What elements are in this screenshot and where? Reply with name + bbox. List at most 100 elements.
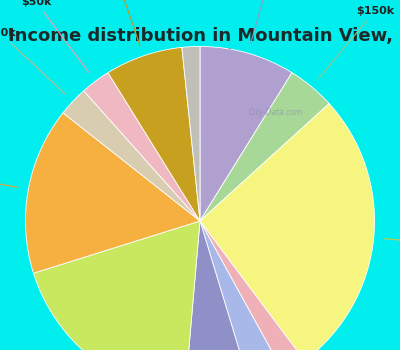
Bar: [81, 241, 319, 243]
Bar: [81, 148, 319, 150]
Bar: [81, 279, 319, 281]
Bar: [81, 122, 319, 124]
Bar: [81, 219, 319, 222]
Text: $30k: $30k: [0, 166, 18, 187]
Bar: [81, 238, 319, 241]
Bar: [81, 110, 319, 112]
Bar: [81, 272, 319, 274]
Bar: [81, 98, 319, 100]
Bar: [81, 131, 319, 134]
Wedge shape: [34, 221, 200, 350]
Bar: [81, 307, 319, 310]
Bar: [81, 303, 319, 305]
Bar: [81, 288, 319, 291]
Bar: [81, 115, 319, 117]
Bar: [81, 127, 319, 129]
Bar: [81, 119, 319, 122]
Bar: [81, 215, 319, 217]
Bar: [81, 176, 319, 179]
Bar: [81, 184, 319, 186]
Bar: [81, 262, 319, 265]
Bar: [81, 274, 319, 276]
Wedge shape: [185, 221, 251, 350]
Text: City-Data.com: City-Data.com: [249, 107, 303, 117]
Bar: [81, 169, 319, 172]
Bar: [81, 234, 319, 236]
Bar: [81, 217, 319, 219]
Bar: [81, 181, 319, 184]
Bar: [81, 255, 319, 258]
Bar: [81, 179, 319, 181]
Bar: [81, 107, 319, 110]
Bar: [81, 100, 319, 103]
Bar: [81, 331, 319, 334]
Bar: [81, 134, 319, 136]
Bar: [81, 139, 319, 141]
Bar: [81, 210, 319, 212]
Bar: [81, 203, 319, 205]
Text: $20k: $20k: [384, 239, 400, 252]
Wedge shape: [200, 47, 292, 221]
Bar: [81, 236, 319, 238]
Bar: [81, 310, 319, 312]
Text: $50k: $50k: [21, 0, 89, 72]
Wedge shape: [26, 113, 200, 273]
Text: $125k: $125k: [92, 0, 140, 46]
Bar: [81, 112, 319, 115]
Bar: [81, 205, 319, 208]
Wedge shape: [182, 47, 200, 221]
Bar: [81, 164, 319, 167]
Bar: [81, 172, 319, 174]
Wedge shape: [108, 47, 200, 221]
Bar: [81, 103, 319, 105]
Bar: [81, 191, 319, 193]
Bar: [81, 150, 319, 153]
Bar: [81, 312, 319, 315]
Bar: [81, 158, 319, 160]
Bar: [81, 188, 319, 191]
Bar: [81, 317, 319, 319]
Bar: [81, 265, 319, 267]
Wedge shape: [200, 104, 374, 350]
Bar: [81, 224, 319, 226]
Bar: [81, 270, 319, 272]
Bar: [81, 143, 319, 146]
Bar: [81, 300, 319, 303]
Bar: [81, 315, 319, 317]
Bar: [81, 291, 319, 293]
Bar: [81, 329, 319, 331]
Bar: [81, 253, 319, 255]
Bar: [81, 295, 319, 298]
Bar: [81, 200, 319, 203]
Bar: [81, 243, 319, 246]
Bar: [81, 327, 319, 329]
Bar: [81, 198, 319, 200]
Wedge shape: [84, 73, 200, 221]
Bar: [81, 105, 319, 107]
Wedge shape: [200, 73, 329, 221]
Wedge shape: [200, 221, 304, 350]
Bar: [81, 196, 319, 198]
Bar: [81, 248, 319, 250]
Bar: [81, 324, 319, 327]
Bar: [81, 284, 319, 286]
Bar: [81, 208, 319, 210]
Bar: [81, 162, 319, 164]
Bar: [81, 281, 319, 284]
Bar: [81, 250, 319, 253]
Bar: [81, 226, 319, 229]
Text: Income distribution in Mountain View,
AR (%): Income distribution in Mountain View, AR…: [8, 27, 392, 66]
Text: All residents: All residents: [151, 74, 249, 88]
Bar: [81, 260, 319, 262]
Wedge shape: [63, 91, 200, 221]
Bar: [81, 160, 319, 162]
Bar: [81, 136, 319, 139]
Bar: [81, 267, 319, 270]
Bar: [81, 153, 319, 155]
Bar: [81, 322, 319, 324]
Bar: [81, 146, 319, 148]
Bar: [81, 229, 319, 231]
Bar: [81, 319, 319, 322]
Bar: [81, 231, 319, 234]
Wedge shape: [200, 221, 284, 350]
